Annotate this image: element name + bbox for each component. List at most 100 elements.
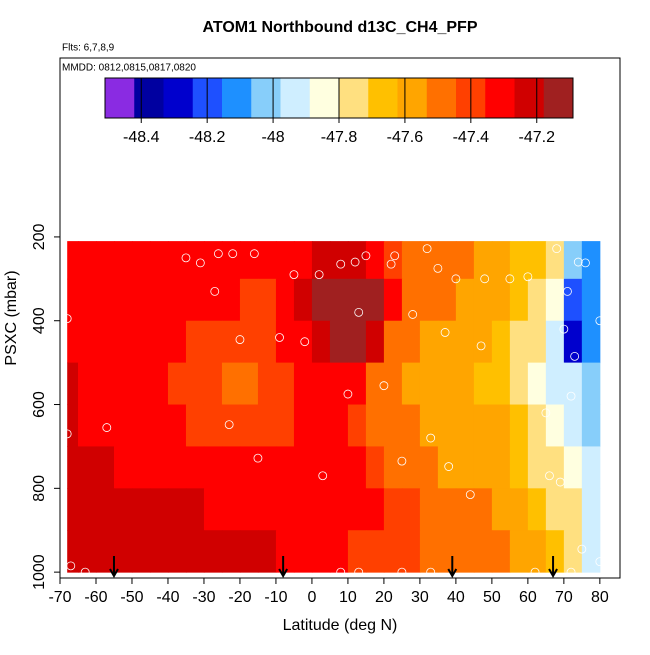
sample-point [505,274,515,284]
heatmap-cell [203,241,223,280]
heatmap-cell [329,278,349,322]
heatmap-cell [185,278,205,322]
heatmap-cell [95,241,115,280]
heatmap-cell [437,488,457,531]
heatmap-cell [365,278,385,322]
heatmap-cell [239,278,259,322]
heatmap-cell [329,320,349,364]
heatmap-cell [257,278,277,322]
heatmap-cell [149,241,169,280]
heatmap-cell [239,488,259,531]
heatmap-cell [77,446,97,489]
heatmap-cell [383,404,403,447]
plot-frame [59,57,621,579]
colorbar-swatch [251,78,281,118]
heatmap-cell [149,278,169,322]
heatmap-cell [563,241,583,280]
heatmap-cell [509,241,529,280]
chart-title: ATOM1 Northbound d13C_CH4_PFP [203,19,478,36]
heatmap-cell [149,530,169,573]
heatmap-cell [221,278,241,322]
x-tick-label: 80 [591,589,609,606]
sample-point [566,391,576,401]
heatmap-cell [401,446,421,489]
heatmap-cell [275,530,295,573]
heatmap-cell [527,320,547,364]
colorbar-swatch [339,78,369,118]
x-tick-label: 0 [307,589,316,606]
heatmap-cell [455,530,475,573]
heatmap-cell [347,241,367,280]
heatmap-cell [203,404,223,447]
heatmap-cell [67,446,79,489]
heatmap-cell [149,488,169,531]
heatmap-cell [383,530,403,573]
colorbar-swatch [368,78,398,118]
sample-point [66,561,76,571]
heatmap-cell [221,320,241,364]
axes: -70 -60 -50 -40 -30 -20 -10 0 10 20 30 40 50 60 70 80 20… [31,223,609,606]
sample-point [62,429,72,439]
heatmap-cell [293,320,313,364]
heatmap-cell [131,241,151,280]
heatmap-cell [473,488,493,531]
sample-points [62,244,605,579]
heatmap-cell [221,362,241,406]
sample-point [559,324,569,334]
sample-point [336,567,346,577]
heatmap-cell [167,530,187,573]
heatmap-cell [149,404,169,447]
x-tick-label: -30 [192,589,215,606]
heatmap-cell [275,404,295,447]
sample-point [426,433,436,443]
heatmap-cell [77,241,97,280]
colorbar-swatch [485,78,515,118]
heatmap-cell [347,404,367,447]
colorbar-swatch [426,78,457,118]
heatmap-cell [67,320,79,364]
x-tick-label: 60 [519,589,537,606]
heatmap-cell [509,488,529,531]
heatmap-cell [491,278,511,322]
heatmap-cell [203,320,223,364]
heatmap-cell [131,530,151,573]
heatmap-cell [293,488,313,531]
heatmap-cell [347,488,367,531]
x-tick-label: -40 [156,589,179,606]
colorbar-swatch [134,78,164,118]
heatmap-cell [293,362,313,406]
heatmap-cell [365,404,385,447]
heatmap-cell [239,404,259,447]
heatmap-cell [419,446,439,489]
colorbar-tick-label: -47.4 [453,129,490,146]
heatmap-cell [563,530,583,573]
sample-point [577,544,587,554]
heatmap-cell [545,241,565,280]
sample-point [480,274,490,284]
sample-point [354,567,364,577]
sample-point [433,263,443,273]
sample-point [314,270,324,280]
heatmap-cell [455,278,475,322]
x-tick-label: 70 [555,589,573,606]
heatmap-cell [383,278,403,322]
heatmap-cell [203,362,223,406]
heatmap-cell [491,446,511,489]
heatmap-cell [311,404,331,447]
heatmap-cell [563,404,583,447]
heatmap-cell [545,362,565,406]
heatmap-cell [131,278,151,322]
y-tick-label: 800 [31,475,48,502]
heatmap-cell [527,278,547,322]
heatmap-cell [527,530,547,573]
sample-point [566,567,576,577]
heatmap-cell [311,362,331,406]
heatmap-cell [437,446,457,489]
heatmap-cell [365,530,385,573]
heatmap-cell [77,488,97,531]
heatmap-cell [455,241,475,280]
heatmap-cell [437,278,457,322]
heatmap-cell [257,488,277,531]
sample-point [210,286,220,296]
